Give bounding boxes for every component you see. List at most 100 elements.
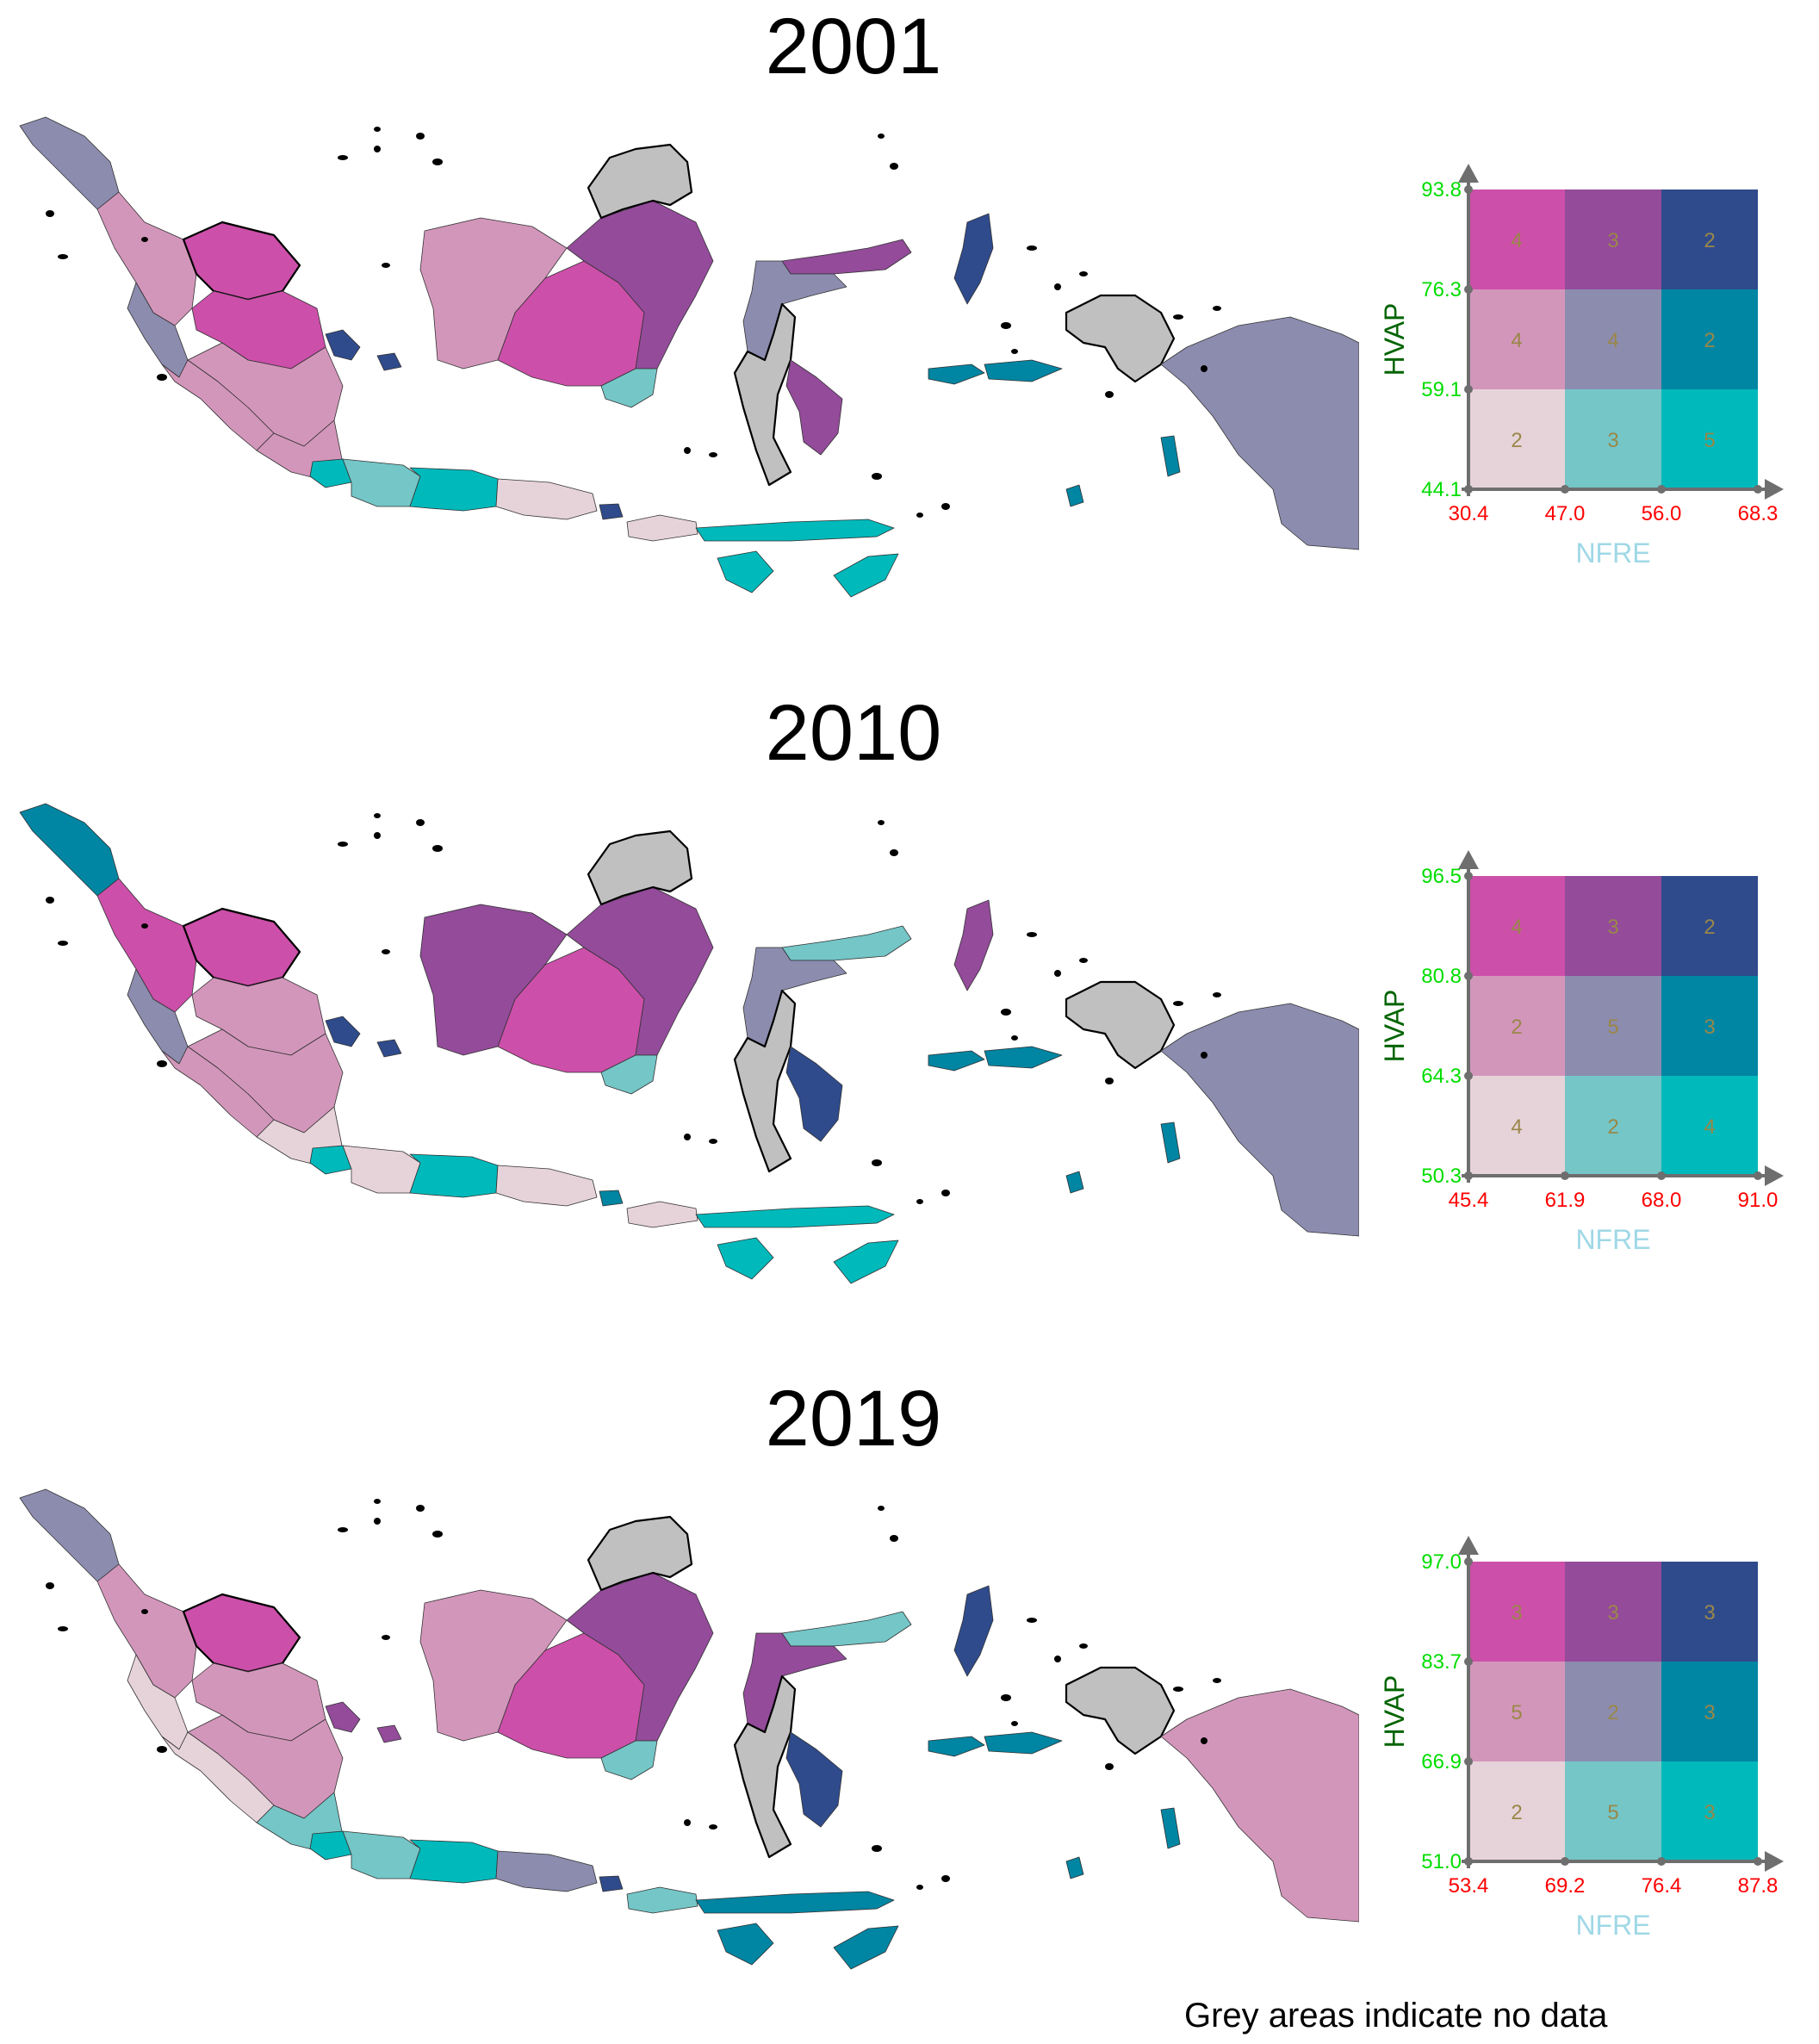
y-tick-label: 64.3 <box>1421 1065 1462 1088</box>
province-papua <box>1160 316 1359 550</box>
islet <box>338 155 348 160</box>
legend-cell-count: 3 <box>1607 229 1618 252</box>
islet <box>1001 1694 1011 1701</box>
legend-cell <box>1468 1076 1565 1176</box>
province-east-java <box>495 1850 598 1892</box>
province-bangka <box>325 1701 402 1743</box>
x-tick-label: 87.8 <box>1738 1874 1779 1898</box>
bivariate-legend: 4 2 4 2 5 3 4 3 2 45.450.3 61.9 64.3 68.0 80.8 91.0 96.… <box>1379 850 1784 1255</box>
province-south-sulawesi <box>733 1674 797 1859</box>
province-north-kalimantan-nodata <box>587 829 693 906</box>
legend-cell <box>1468 289 1565 389</box>
legend-cell <box>1565 876 1661 976</box>
province-bali <box>599 1875 624 1892</box>
province-bangka <box>325 329 402 371</box>
province-maluku <box>928 1046 1181 1194</box>
islet <box>1011 349 1018 354</box>
islet <box>1079 271 1088 276</box>
islet <box>1054 1656 1061 1662</box>
legend-cell-count: 3 <box>1704 1701 1715 1724</box>
islet <box>416 1505 425 1512</box>
province-north-maluku <box>953 213 994 305</box>
legend-cell <box>1661 1761 1758 1861</box>
islet <box>1054 970 1061 977</box>
x-tick-label: 45.4 <box>1449 1189 1489 1212</box>
province-ntb <box>626 514 698 542</box>
islet <box>1213 1678 1221 1683</box>
province-east-java <box>495 1165 598 1207</box>
province-north-sulawesi <box>781 1611 912 1647</box>
y-tick-mark <box>1464 1757 1473 1766</box>
x-tick-label: 47.0 <box>1545 502 1586 525</box>
x-axis-arrow <box>1765 1851 1784 1872</box>
islet <box>1011 1721 1018 1726</box>
y-tick-mark <box>1464 1171 1473 1180</box>
islet <box>58 941 68 946</box>
legend-cell-count: 3 <box>1511 1601 1522 1625</box>
legend-cell <box>1565 389 1661 489</box>
legend-cell-count: 4 <box>1511 1115 1522 1139</box>
islet <box>1054 283 1061 290</box>
y-axis-arrow <box>1458 850 1479 869</box>
islet <box>374 127 381 132</box>
x-tick-mark <box>1657 485 1666 494</box>
y-tick-label: 76.3 <box>1421 278 1462 301</box>
islet <box>1079 1643 1088 1649</box>
y-tick-mark <box>1464 1072 1473 1080</box>
islet <box>684 1819 691 1826</box>
y-axis-arrow <box>1458 164 1479 183</box>
islet <box>374 146 381 152</box>
province-west-papua <box>1065 294 1176 383</box>
province-central-sulawesi <box>742 1632 847 1733</box>
islet <box>709 1139 717 1144</box>
islet <box>141 1609 148 1614</box>
y-axis-title: HVAP <box>1379 1675 1410 1749</box>
y-tick-mark <box>1464 1657 1473 1666</box>
islet <box>872 1159 882 1166</box>
islet <box>157 374 167 381</box>
indonesia-map <box>19 116 1359 598</box>
legend-cell <box>1661 289 1758 389</box>
bivariate-legend: 2 3 5 4 4 2 4 3 2 30.444.1 47.0 59.1 56.0 76.3 68.3 93.… <box>1379 164 1784 568</box>
footnote: Grey areas indicate no data <box>1184 1997 1608 2035</box>
province-north-kalimantan-nodata <box>587 1515 693 1592</box>
islet <box>46 210 54 217</box>
province-ntt <box>695 1205 899 1284</box>
legend-cell-count: 5 <box>1607 1801 1618 1824</box>
legend-cell-count: 4 <box>1704 1115 1715 1139</box>
province-south-sulawesi <box>733 989 797 1173</box>
y-axis-arrow <box>1458 1536 1479 1555</box>
indonesia-map <box>19 1488 1359 1970</box>
islet <box>878 1506 885 1511</box>
islet <box>432 1531 443 1538</box>
islet <box>1173 314 1183 320</box>
islet <box>374 1518 381 1525</box>
legend-cell-count: 2 <box>1704 229 1715 252</box>
islet <box>872 1845 882 1852</box>
islet <box>1201 1052 1207 1059</box>
legend-cell <box>1468 189 1565 289</box>
legend-cell <box>1565 1761 1661 1861</box>
x-tick-label: 68.3 <box>1738 502 1779 525</box>
islet <box>1105 391 1114 398</box>
x-tick-mark <box>1754 1857 1762 1866</box>
y-tick-label: 80.8 <box>1421 965 1462 988</box>
legend-cell-count: 4 <box>1511 916 1522 939</box>
x-tick-label: 53.4 <box>1449 1874 1489 1898</box>
province-ntt <box>695 519 899 598</box>
islet <box>878 134 885 139</box>
province-ntb <box>626 1201 698 1228</box>
province-banten <box>309 1830 352 1861</box>
legend-cell <box>1661 876 1758 976</box>
islet <box>1105 1763 1114 1770</box>
legend-cell-count: 5 <box>1511 1701 1522 1724</box>
legend-cell <box>1565 1562 1661 1662</box>
province-riau <box>182 907 301 988</box>
legend-cell-count: 3 <box>1607 916 1618 939</box>
islet <box>374 813 381 818</box>
islet <box>416 819 425 826</box>
islet <box>1173 1001 1183 1006</box>
y-axis-title: HVAP <box>1379 990 1410 1063</box>
province-west-java <box>342 1145 421 1194</box>
islet <box>1027 1618 1037 1623</box>
